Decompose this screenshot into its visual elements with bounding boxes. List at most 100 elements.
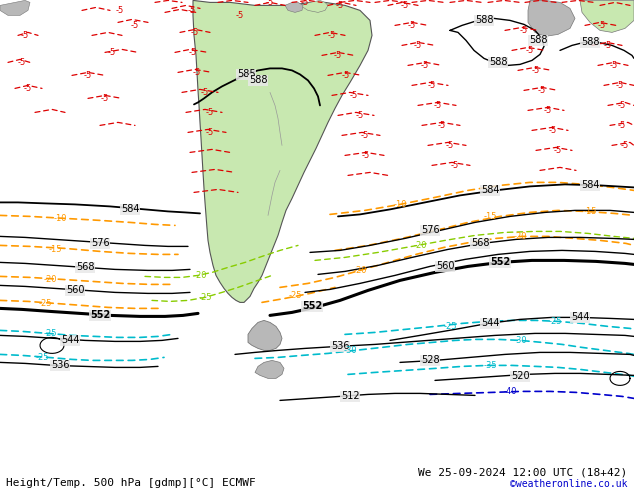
Text: 544: 544 [481, 318, 499, 328]
Text: 588: 588 [489, 57, 507, 68]
Text: -5: -5 [434, 101, 442, 110]
Text: -5: -5 [21, 31, 29, 40]
Text: -5: -5 [520, 26, 528, 35]
Text: -5: -5 [621, 141, 629, 150]
Polygon shape [255, 361, 284, 378]
Text: -5: -5 [101, 94, 109, 103]
Text: 576: 576 [421, 225, 439, 235]
Text: 584: 584 [581, 180, 599, 191]
Text: -15: -15 [483, 212, 497, 221]
Text: 512: 512 [340, 392, 359, 401]
Text: -5: -5 [201, 88, 209, 97]
Text: 585: 585 [236, 70, 256, 79]
Text: -5: -5 [610, 61, 618, 70]
Text: 520: 520 [511, 371, 529, 381]
Text: -5: -5 [544, 106, 552, 115]
Text: -25: -25 [443, 322, 456, 331]
Text: 568: 568 [75, 263, 94, 272]
Text: -5: -5 [401, 1, 409, 10]
Text: -15: -15 [48, 245, 61, 254]
Text: -5: -5 [236, 11, 244, 20]
Text: -5: -5 [532, 66, 540, 75]
Text: -5: -5 [361, 131, 369, 140]
Text: 588: 588 [581, 37, 599, 48]
Text: -5: -5 [428, 81, 436, 90]
Text: 536: 536 [51, 361, 69, 370]
Text: -25: -25 [36, 353, 49, 362]
Polygon shape [285, 2, 303, 12]
Text: -5: -5 [328, 31, 336, 40]
Text: -5: -5 [24, 84, 32, 93]
Text: -10: -10 [393, 200, 407, 209]
Text: -5: -5 [116, 6, 124, 15]
Text: -25: -25 [288, 291, 302, 300]
Text: -5: -5 [336, 1, 344, 10]
Text: 588: 588 [475, 15, 493, 25]
Text: -5: -5 [191, 28, 199, 37]
Polygon shape [0, 0, 30, 15]
Text: 588: 588 [529, 35, 547, 46]
Polygon shape [580, 0, 634, 32]
Text: -5: -5 [446, 141, 454, 150]
Text: -5: -5 [18, 58, 26, 67]
Text: 576: 576 [91, 239, 109, 248]
Text: -20: -20 [43, 275, 57, 284]
Text: -5: -5 [301, 0, 309, 7]
Text: We 25-09-2024 12:00 UTC (18+42): We 25-09-2024 12:00 UTC (18+42) [418, 468, 628, 478]
Text: -5: -5 [618, 121, 626, 130]
Text: -5: -5 [598, 21, 606, 30]
Text: 560: 560 [66, 285, 84, 295]
Text: Height/Temp. 500 hPa [gdmp][°C] ECMWF: Height/Temp. 500 hPa [gdmp][°C] ECMWF [6, 478, 256, 488]
Text: -5: -5 [526, 46, 534, 55]
Text: -25: -25 [43, 329, 57, 338]
Text: -20: -20 [514, 232, 527, 241]
Text: -5: -5 [421, 61, 429, 70]
Text: -25: -25 [198, 293, 212, 302]
Text: -5: -5 [108, 48, 116, 57]
Text: -5: -5 [334, 51, 342, 60]
Text: -5: -5 [84, 71, 92, 80]
Polygon shape [528, 0, 575, 36]
Text: -5: -5 [414, 41, 422, 50]
Text: -10: -10 [53, 214, 67, 223]
Text: 552: 552 [302, 301, 322, 312]
Polygon shape [248, 320, 282, 350]
Text: -40: -40 [503, 387, 517, 396]
Text: -5: -5 [362, 151, 370, 160]
Text: 536: 536 [331, 342, 349, 351]
Text: -5: -5 [193, 68, 201, 77]
Text: -5: -5 [188, 6, 196, 15]
Text: -5: -5 [438, 121, 446, 130]
Text: -5: -5 [189, 48, 197, 57]
Text: -5: -5 [554, 146, 562, 155]
Text: -5: -5 [604, 41, 612, 50]
Polygon shape [193, 0, 372, 302]
Text: -5: -5 [266, 0, 274, 7]
Text: -5: -5 [616, 81, 624, 90]
Text: 560: 560 [436, 261, 454, 271]
Text: -30: -30 [343, 346, 357, 355]
Text: -20: -20 [193, 271, 207, 280]
Text: -5: -5 [451, 161, 459, 170]
Text: 552: 552 [490, 257, 510, 268]
Text: -20: -20 [413, 241, 427, 250]
Text: 552: 552 [90, 310, 110, 320]
Text: -35: -35 [483, 361, 497, 370]
Text: -5: -5 [538, 86, 546, 95]
Text: 588: 588 [249, 75, 268, 85]
Text: -25: -25 [548, 317, 562, 326]
Text: -5: -5 [408, 21, 416, 30]
Text: -20: -20 [353, 266, 366, 275]
Text: 544: 544 [61, 335, 79, 345]
Polygon shape [300, 0, 328, 12]
Text: 584: 584 [120, 204, 139, 215]
Text: -5: -5 [350, 91, 358, 100]
Text: 528: 528 [421, 355, 439, 366]
Text: -15: -15 [583, 207, 597, 216]
Text: -5: -5 [206, 108, 214, 117]
Text: -5: -5 [131, 21, 139, 30]
Text: -5: -5 [206, 128, 214, 137]
Text: -5: -5 [549, 126, 557, 135]
Text: 584: 584 [481, 185, 499, 196]
Text: -25: -25 [38, 299, 52, 308]
